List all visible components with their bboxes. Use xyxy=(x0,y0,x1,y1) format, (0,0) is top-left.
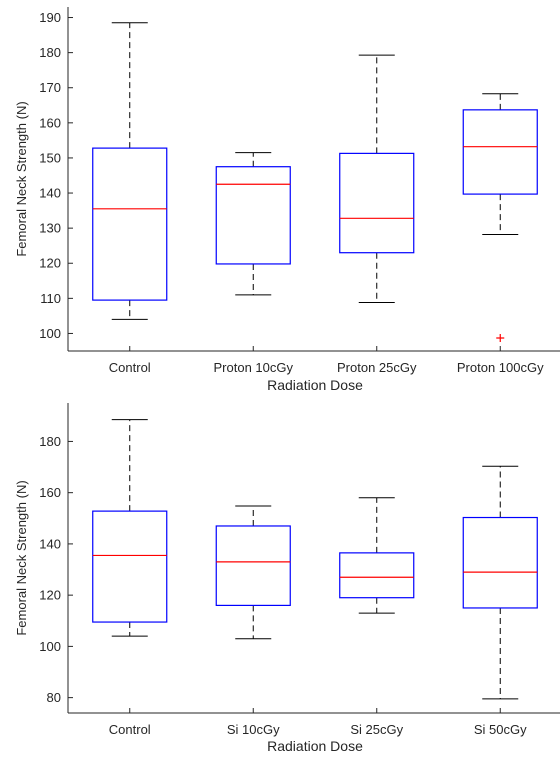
top-x-tick-label: Control xyxy=(109,360,151,375)
bottom-y-tick-label: 160 xyxy=(39,485,61,500)
bottom-y-tick-label: 140 xyxy=(39,536,61,551)
bottom-y-tick-label: 100 xyxy=(39,639,61,654)
iqr-box xyxy=(462,109,538,195)
top-y-tick-label: 150 xyxy=(39,150,61,165)
top-x-tick-label: Proton 100cGy xyxy=(457,360,544,375)
top-box-1 xyxy=(92,22,168,320)
top-box-2 xyxy=(215,152,291,296)
bottom-x-tick-label: Si 25cGy xyxy=(350,722,403,737)
top-x-axis-label: Radiation Dose xyxy=(267,377,363,393)
top-boxplot: Radiation Dose Femoral Neck Strength (N)… xyxy=(14,7,560,393)
top-y-axis-label: Femoral Neck Strength (N) xyxy=(14,101,29,256)
bottom-box-1 xyxy=(92,419,168,637)
iqr-box xyxy=(462,516,538,609)
iqr-box xyxy=(92,510,168,623)
bottom-x-tick-label: Control xyxy=(109,722,151,737)
top-y-tick-label: 110 xyxy=(40,291,61,306)
bottom-boxplot: Radiation Dose Femoral Neck Strength (N)… xyxy=(14,403,560,754)
bottom-box-3 xyxy=(339,497,415,614)
bottom-x-tick-label: Si 50cGy xyxy=(474,722,527,737)
top-y-tick-label: 130 xyxy=(39,221,61,236)
top-box-3 xyxy=(339,54,415,304)
top-y-tick-label: 100 xyxy=(39,326,61,341)
bottom-x-axis-label: Radiation Dose xyxy=(267,738,363,754)
iqr-box xyxy=(215,525,291,606)
bottom-y-axis-label: Femoral Neck Strength (N) xyxy=(14,480,29,635)
top-x-tick-label: Proton 25cGy xyxy=(337,360,417,375)
bottom-y-tick-label: 120 xyxy=(39,588,61,603)
bottom-box-4 xyxy=(462,465,538,700)
top-y-tick-label: 160 xyxy=(39,115,61,130)
iqr-box xyxy=(215,166,291,265)
bottom-x-tick-label: Si 10cGy xyxy=(227,722,280,737)
top-y-tick-label: 120 xyxy=(39,256,61,271)
top-y-tick-label: 180 xyxy=(39,45,61,60)
iqr-box xyxy=(92,147,168,301)
iqr-box xyxy=(339,152,415,254)
top-y-tick-label: 140 xyxy=(39,186,61,201)
bottom-y-tick-label: 80 xyxy=(47,690,61,705)
iqr-box xyxy=(339,552,415,599)
top-box-4 xyxy=(462,93,538,343)
top-y-tick-label: 170 xyxy=(39,80,61,95)
bottom-box-2 xyxy=(215,505,291,640)
bottom-y-tick-label: 180 xyxy=(39,434,61,449)
top-y-tick-label: 190 xyxy=(39,10,61,25)
top-x-tick-label: Proton 10cGy xyxy=(214,360,294,375)
outlier-marker xyxy=(496,334,505,343)
